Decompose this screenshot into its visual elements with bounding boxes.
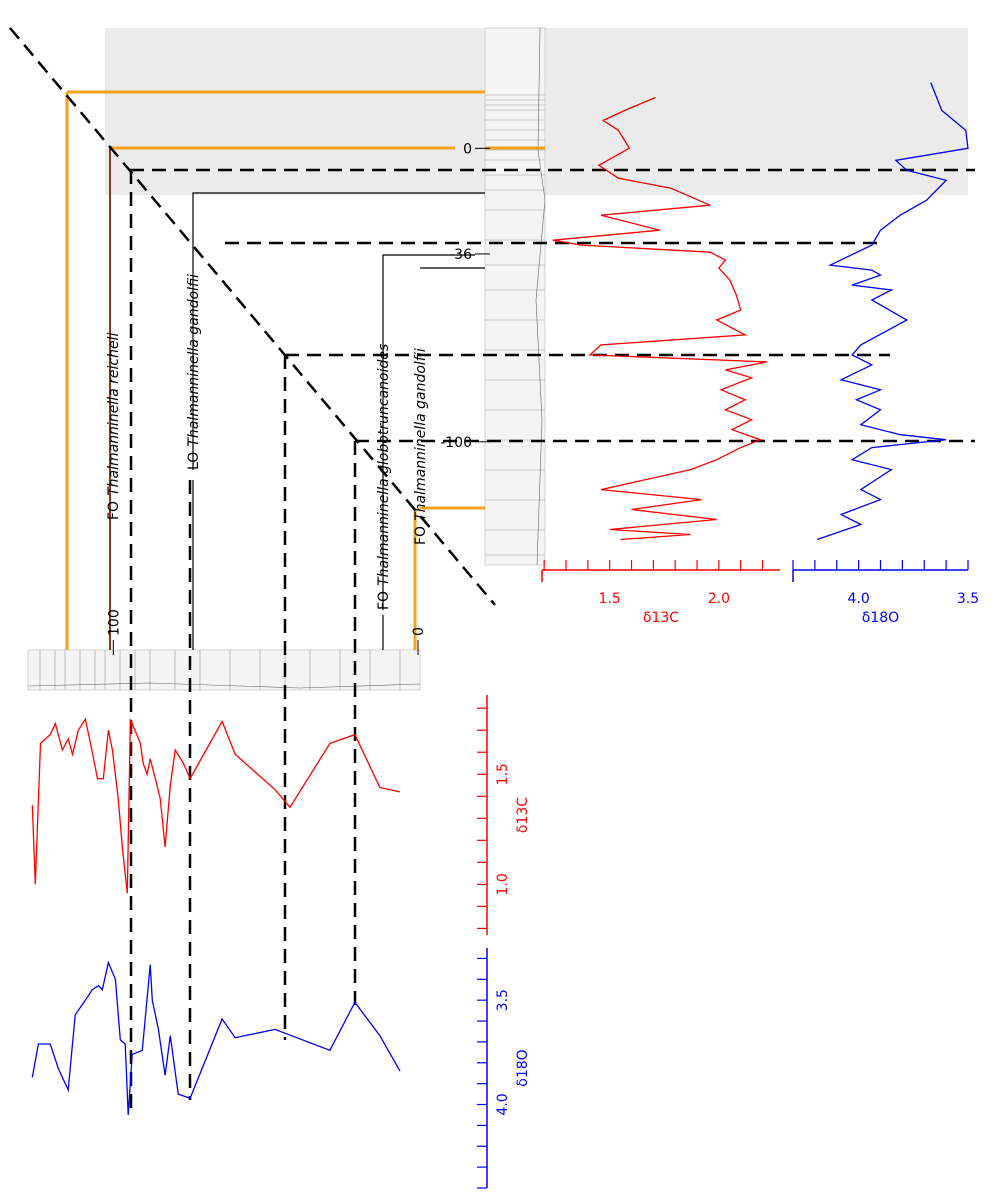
taxon-name: Thalmanninella globotruncanoides	[376, 344, 392, 586]
event-type: LO	[186, 452, 202, 470]
value-tick-label: 4.0	[495, 1093, 511, 1115]
event-type: FO	[376, 591, 392, 610]
axis-title: δ13C	[515, 797, 531, 833]
value-tick-label: 1.0	[495, 873, 511, 895]
orange-tie-lines	[65, 90, 545, 650]
depth-tick-label: 0	[463, 141, 472, 157]
value-tick-label: 4.0	[847, 591, 869, 607]
taxon-name: Thalmanninella gandolfii	[186, 274, 202, 447]
depth-tick-label: 0	[411, 627, 427, 636]
value-tick-label: 3.5	[957, 591, 979, 607]
event-type: FO	[106, 501, 122, 520]
axis-title: δ18O	[515, 1049, 531, 1086]
event-label: FO Thalmanninella gandolfii	[413, 348, 429, 545]
event-label: LO Thalmanninella gandolfii	[186, 274, 202, 470]
value-tick-label: 2.0	[708, 591, 730, 607]
value-tick-label: 1.5	[599, 591, 621, 607]
value-tick-label: 1.5	[495, 763, 511, 785]
data-line	[31, 960, 401, 1116]
leader-lines	[192, 192, 485, 650]
data-line	[31, 717, 401, 894]
value-tick-label: 3.5	[495, 989, 511, 1011]
depth-tick-label: 100	[106, 609, 122, 636]
axis-title: δ18O	[862, 610, 899, 626]
data-line	[552, 96, 768, 541]
axis-title: δ13C	[643, 610, 679, 626]
correlation-lines	[9, 27, 975, 1115]
event-type: FO	[413, 526, 429, 545]
taxon-name: Thalmanninella reicheli	[106, 333, 122, 496]
event-label: FO Thalmanninella reicheli	[106, 333, 122, 520]
event-label: FO Thalmanninella globotruncanoides	[376, 344, 392, 610]
section-top	[484, 27, 546, 566]
depth-tick-label: -100	[440, 435, 472, 451]
section-bottom	[27, 649, 421, 691]
depth-tick-label: -36	[449, 247, 472, 263]
data-line	[816, 82, 969, 541]
taxon-name: Thalmanninella gandolfii	[413, 348, 429, 521]
